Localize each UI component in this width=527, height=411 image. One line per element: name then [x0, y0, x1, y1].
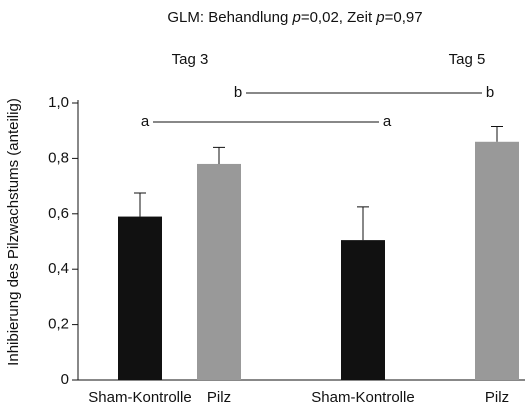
y-tick-label: 0,4 [48, 260, 69, 277]
x-tick-label: Sham-Kontrolle [311, 389, 414, 406]
y-tick-label: 1,0 [48, 94, 69, 111]
y-tick-label: 0 [61, 371, 69, 388]
title-part: GLM: Behandlung [167, 9, 292, 26]
bar [475, 141, 519, 380]
title-part: p [375, 9, 384, 26]
title-part: p [291, 9, 300, 26]
chart-title: GLM: Behandlung p=0,02, Zeit p=0,97 [167, 9, 422, 26]
y-axis-label: Inhibierung des Pilzwachstums (anteilig) [5, 98, 22, 366]
error-bar [491, 126, 503, 142]
significance-label: a [383, 113, 392, 130]
x-tick-label: Sham-Kontrolle [88, 389, 191, 406]
significance-label: b [486, 84, 494, 101]
group-label: Tag 5 [449, 51, 486, 68]
group-label: Tag 3 [172, 51, 209, 68]
x-tick-label: Pilz [207, 389, 231, 406]
error-bar [357, 206, 369, 241]
bar [341, 240, 385, 380]
title-part: =0,02, Zeit [301, 9, 376, 26]
y-tick-label: 0,8 [48, 149, 69, 166]
error-bar [213, 146, 225, 164]
y-tick-label: 0,6 [48, 205, 69, 222]
significance-label: a [141, 113, 150, 130]
error-bar [134, 192, 146, 217]
x-tick-label: Pilz [485, 389, 509, 406]
bar [197, 163, 241, 380]
significance-label: b [234, 84, 242, 101]
bar [118, 216, 162, 380]
title-part: =0,97 [385, 9, 423, 26]
y-tick-label: 0,2 [48, 316, 69, 333]
